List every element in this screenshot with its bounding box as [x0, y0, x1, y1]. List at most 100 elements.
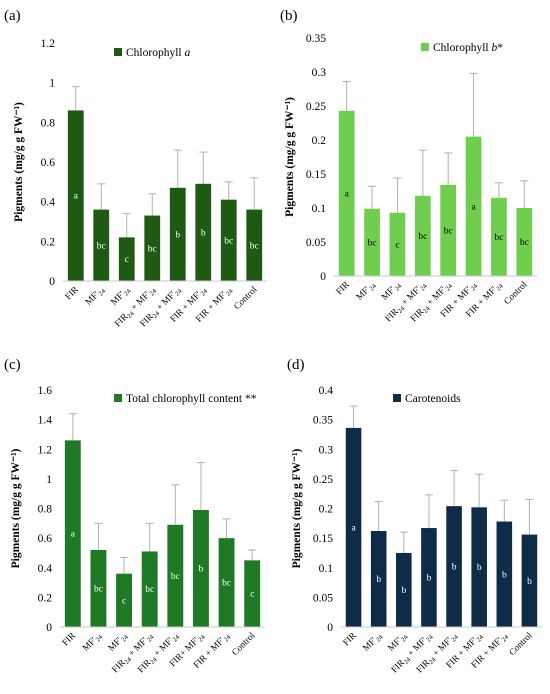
bar-1 — [67, 110, 84, 281]
y-axis-label: Pigments (mg/g g FW⁻¹) — [284, 97, 296, 217]
panel-label: (c) — [4, 357, 21, 373]
bar-7 — [218, 538, 235, 627]
x-tick-label: MF′24 — [361, 630, 385, 654]
bar-2 — [90, 549, 107, 627]
significance-letter: a — [471, 202, 476, 212]
x-tick-label: FIR — [63, 284, 81, 302]
panel-label: (b) — [280, 8, 298, 24]
bar-6 — [195, 183, 212, 281]
tick-subscript: 24 — [403, 656, 413, 666]
tick-subscript: 24 — [120, 633, 130, 643]
significance-letter: c — [122, 596, 126, 606]
significance-letter: b — [199, 564, 204, 574]
tick-subscript: 24 — [225, 287, 235, 297]
tick-subscript: 24 — [123, 656, 133, 666]
tick-subscript: 24 — [428, 656, 438, 666]
tick-subscript: 24 — [123, 287, 133, 297]
significance-letter: bc — [97, 241, 106, 251]
significance-letter: b — [452, 563, 457, 573]
tick-text: FIR — [63, 284, 81, 302]
y-tick-label: 0.15 — [306, 169, 326, 181]
bar-4 — [414, 195, 431, 276]
y-tick-label: 0.3 — [319, 444, 334, 456]
bar-2 — [364, 208, 380, 276]
tick-subscript: 24 — [149, 656, 159, 666]
tick-subscript: 24 — [425, 633, 435, 643]
y-tick-label: 0.05 — [306, 237, 326, 249]
x-tick-label: FIR — [60, 630, 78, 648]
tick-subscript: 24 — [495, 282, 505, 292]
x-tick-label: FIR — [341, 630, 359, 648]
chart-panel-1: (a) 0 0.2 0.4 0.6 0.8 1 1.2 Pigments (mg/g g FW⁻… — [4, 8, 267, 329]
x-tick-label: FIR + MF′24 — [464, 279, 505, 320]
legend-text-suffix: * — [497, 42, 503, 54]
y-tick-label: 1 — [46, 474, 52, 486]
significance-letter: bc — [520, 238, 529, 248]
x-tick-label: MF′24 — [354, 279, 378, 303]
y-tick-label: 1.6 — [38, 385, 53, 397]
significance-letter: b — [527, 577, 532, 587]
tick-subscript: 24 — [396, 305, 406, 315]
legend-text-main: Chlorophyll — [126, 47, 184, 59]
bar-6 — [192, 509, 209, 627]
y-tick-label: 1.2 — [38, 444, 53, 456]
x-tick-label: Control — [230, 630, 257, 657]
y-tick-label: 0 — [320, 271, 326, 283]
tick-subscript: 24 — [94, 633, 104, 643]
chart-panel-4: (d) 0 0.05 0.1 0.15 0.2 0.25 0.3 0.35 0.4 Pigments… — [287, 357, 542, 675]
tick-subscript: 24 — [375, 633, 385, 643]
legend-label: Chlorophyll b* — [433, 42, 503, 54]
y-tick-label: 0.4 — [41, 197, 56, 209]
y-tick-label: 0.1 — [312, 203, 327, 215]
tick-subscript: 24 — [444, 282, 454, 292]
bar-8 — [244, 560, 261, 627]
significance-letter: b — [401, 586, 406, 596]
legend-text-main: Carotenoids — [405, 393, 461, 405]
bar-6 — [471, 507, 487, 627]
legend-label: Total chlorophyll content ** — [126, 393, 257, 405]
significance-letter: bc — [171, 572, 180, 582]
tick-text: FIR — [60, 630, 78, 648]
x-tick-label: Control — [502, 279, 529, 306]
tick-text: Control — [502, 279, 529, 306]
bar-6 — [465, 136, 482, 276]
tick-subscript: 24 — [422, 305, 432, 315]
significance-letter: c — [125, 255, 129, 265]
y-tick-label: 0.3 — [312, 67, 327, 79]
significance-letter: bc — [418, 232, 427, 242]
y-tick-label: 0.1 — [319, 563, 334, 575]
tick-text: Control — [232, 284, 259, 311]
legend-label: Chlorophyll a — [126, 47, 190, 59]
tick-subscript: 24 — [393, 282, 403, 292]
y-tick-label: 0 — [327, 622, 333, 634]
bar-5 — [446, 506, 462, 627]
y-tick-label: 0.8 — [41, 117, 56, 129]
panel-label: (a) — [4, 8, 21, 24]
significance-letter: a — [71, 530, 76, 540]
y-tick-label: 0 — [46, 622, 52, 634]
significance-letter: a — [74, 192, 79, 202]
tick-text: Control — [230, 630, 257, 657]
bar-4 — [141, 551, 158, 627]
significance-letter: b — [427, 574, 432, 584]
bar-5 — [169, 187, 186, 281]
legend-text-main: Chlorophyll — [433, 42, 491, 54]
tick-subscript: 24 — [171, 633, 181, 643]
y-tick-label: 0.15 — [313, 533, 333, 545]
bar-4 — [144, 215, 161, 281]
legend-swatch — [114, 394, 122, 402]
bar-5 — [167, 524, 184, 627]
y-tick-label: 0.6 — [38, 533, 53, 545]
tick-subscript: 24 — [470, 282, 480, 292]
bar-7 — [496, 521, 513, 627]
x-tick-label: Control — [507, 630, 534, 657]
y-tick-label: 0.25 — [313, 474, 333, 486]
legend-text-italic: a — [184, 47, 190, 59]
y-tick-label: 0 — [49, 276, 55, 288]
legend-swatch — [421, 43, 429, 51]
bar-8 — [521, 534, 538, 627]
y-axis-label: Pigments (mg/g g FW⁻¹) — [291, 448, 303, 568]
bar-2 — [370, 531, 387, 627]
panel-label: (d) — [287, 357, 305, 373]
